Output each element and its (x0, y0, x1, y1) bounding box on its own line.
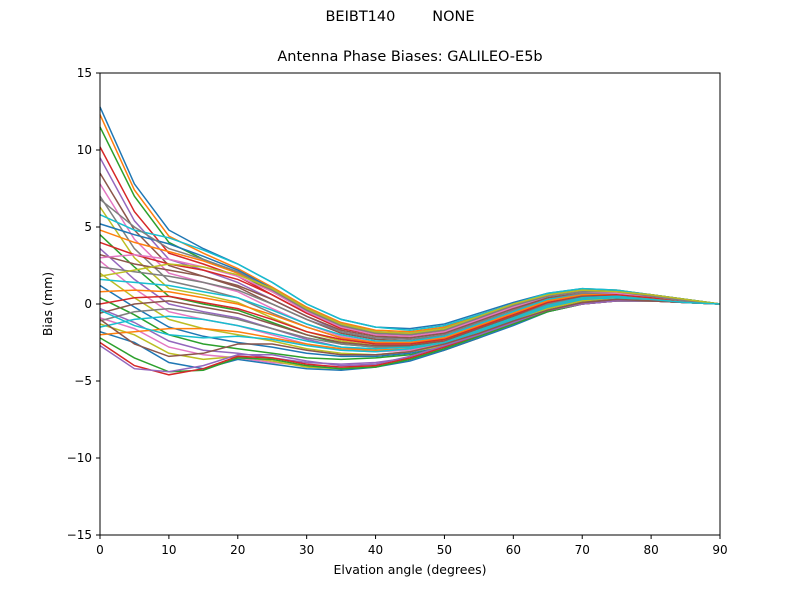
x-tick-label: 40 (368, 543, 383, 557)
series-line (99, 126, 721, 336)
y-tick-label: −10 (67, 451, 92, 465)
y-tick-label: 15 (77, 66, 92, 80)
y-tick-label: 10 (77, 143, 92, 157)
x-axis-label: Elvation angle (degrees) (333, 562, 486, 577)
x-tick-label: 90 (712, 543, 727, 557)
series-line (99, 298, 721, 358)
x-tick-label: 60 (506, 543, 521, 557)
x-tick-label: 80 (643, 543, 658, 557)
y-axis-label: Bias (mm) (40, 272, 55, 336)
y-tick-label: 0 (84, 297, 92, 311)
series-line (99, 294, 721, 345)
y-tick-label: 5 (84, 220, 92, 234)
series-line (99, 297, 721, 353)
series-line (99, 214, 721, 331)
series-line (99, 263, 721, 335)
data-lines (99, 106, 721, 376)
x-tick-label: 0 (96, 543, 104, 557)
chart-title: Antenna Phase Biases: GALILEO-E5b (277, 49, 543, 65)
x-axis-ticks: 0 10 20 30 40 50 60 70 80 90 (96, 535, 728, 557)
plot-frame (99, 72, 721, 536)
series-line (99, 295, 721, 350)
y-tick-label: −15 (67, 528, 92, 542)
series-line (99, 195, 721, 345)
x-tick-label: 50 (437, 543, 452, 557)
x-tick-label: 10 (161, 543, 176, 557)
series-line (99, 300, 721, 373)
y-axis-ticks: −15 −10 −5 0 5 10 15 (67, 66, 100, 542)
x-tick-label: 20 (230, 543, 245, 557)
series-line (99, 206, 721, 347)
series-line (99, 172, 721, 342)
series-line (99, 146, 721, 338)
figure-suptitle: BEIBT140 NONE (325, 9, 475, 25)
x-tick-label: 70 (575, 543, 590, 557)
x-tick-label: 30 (299, 543, 314, 557)
y-tick-label: −5 (74, 374, 92, 388)
